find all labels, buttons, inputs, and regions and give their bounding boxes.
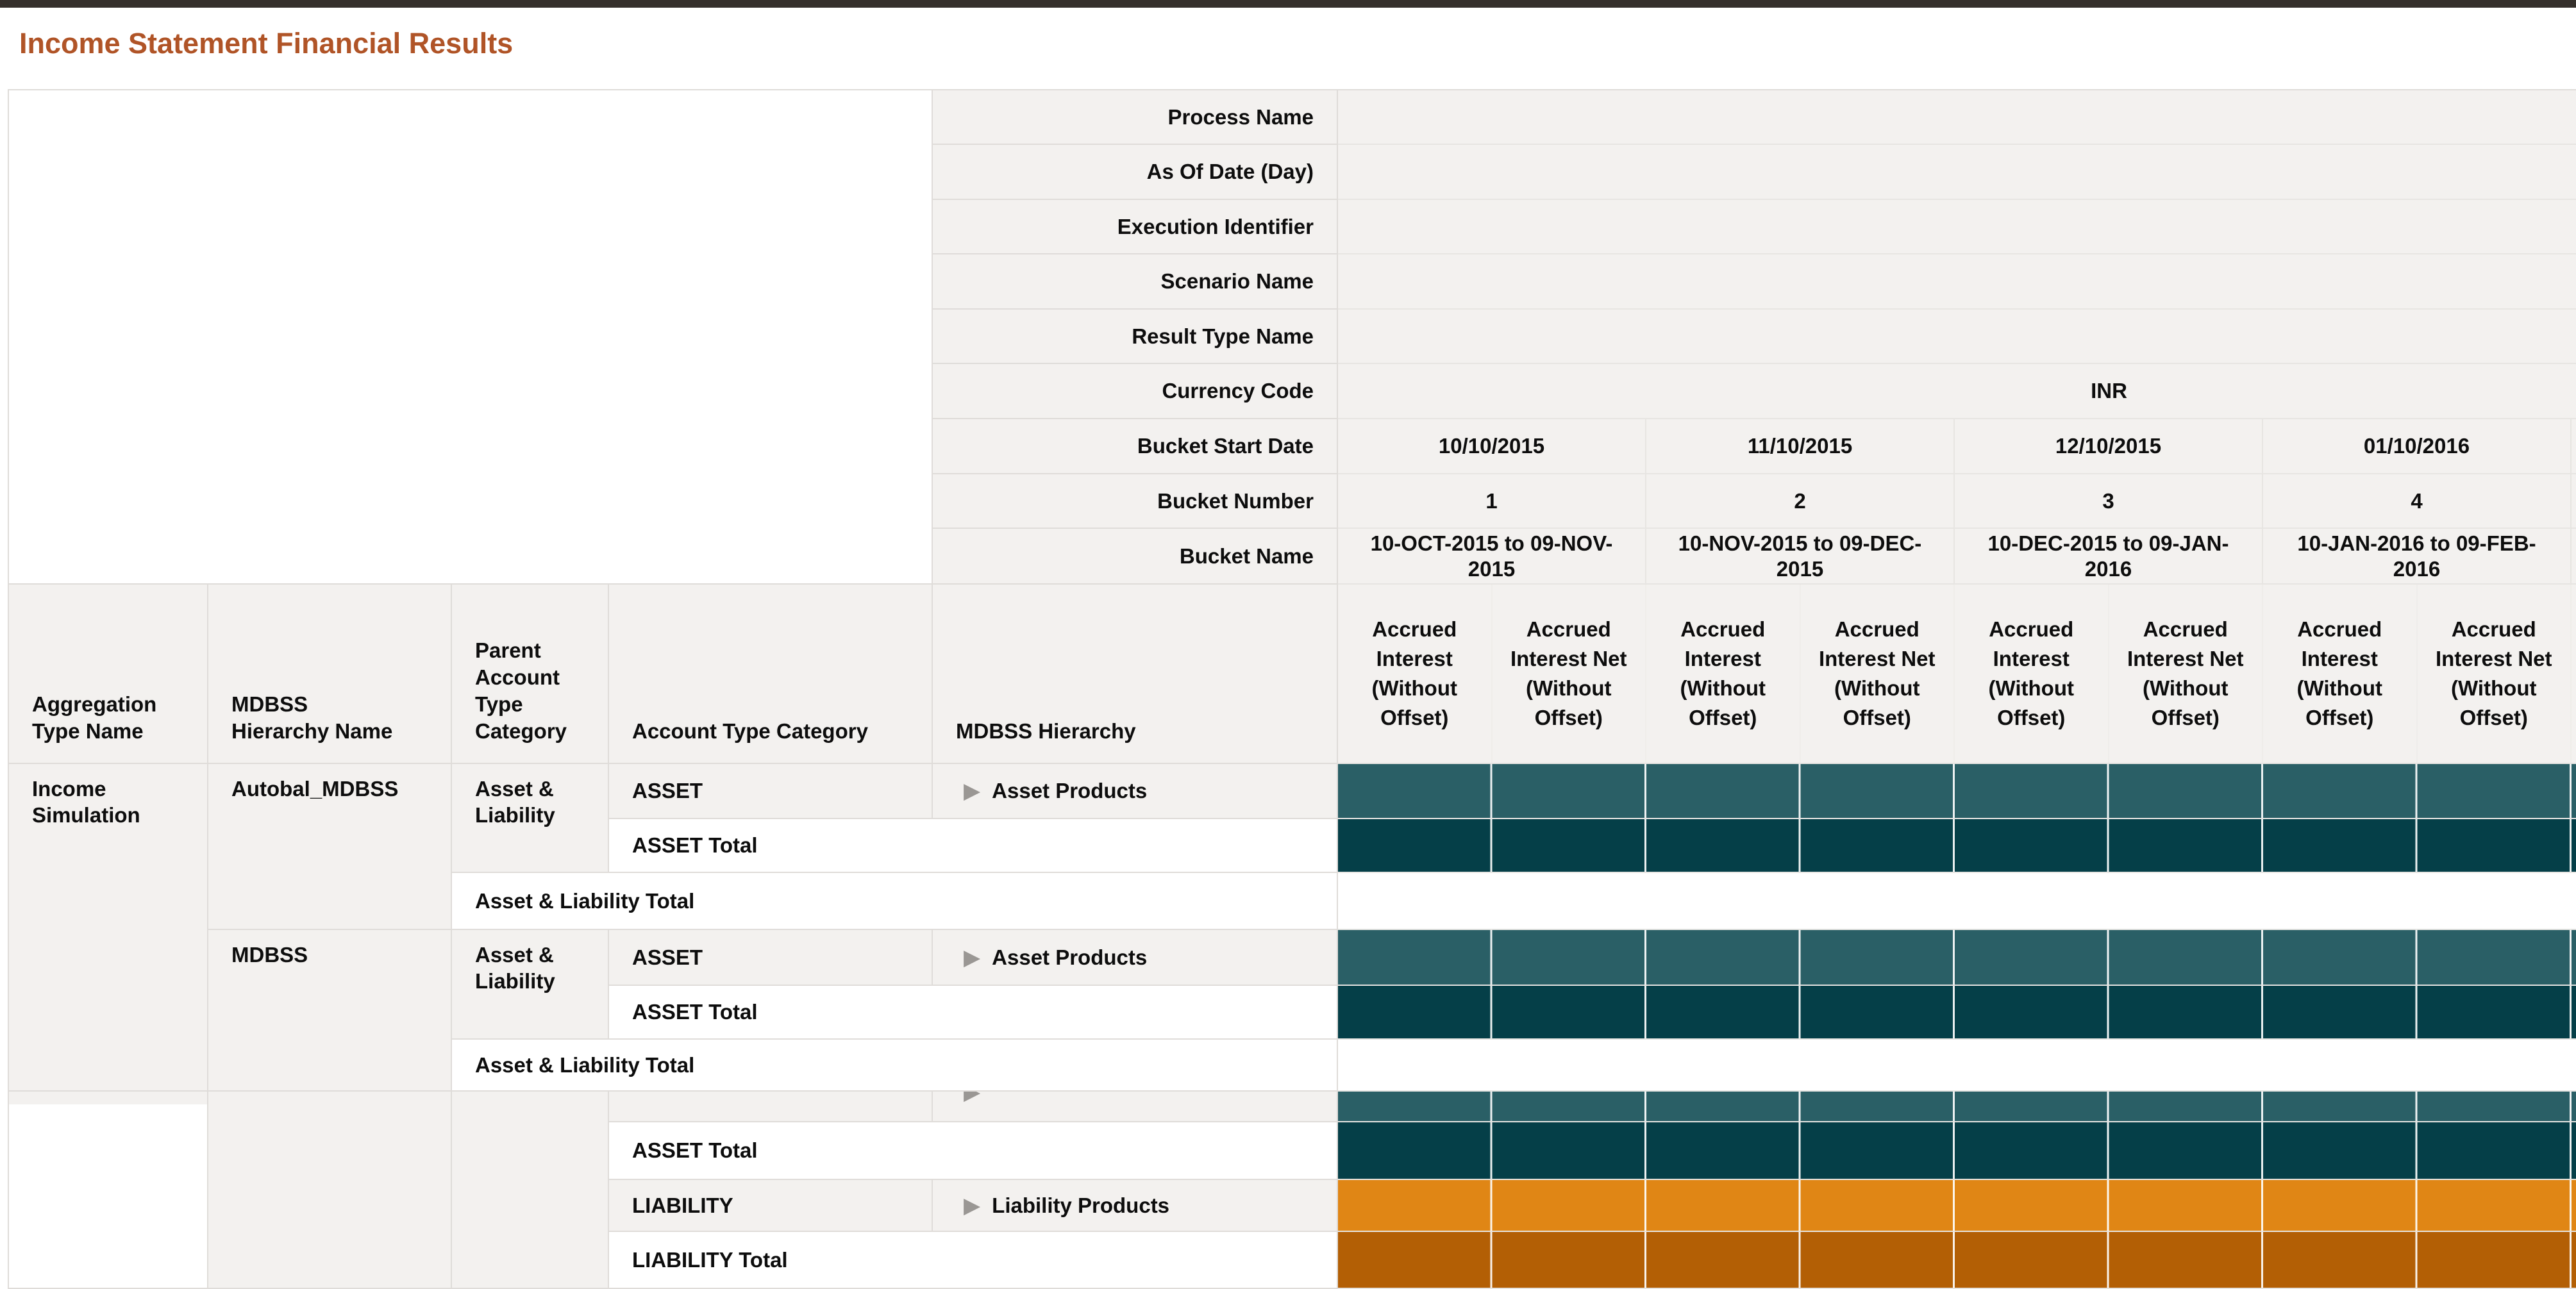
- value-process-name: [1338, 90, 2576, 145]
- cell-asset-total-1: ASSET Total: [609, 819, 1338, 873]
- bucket-start-date-row: 10/10/2015 11/10/2015 12/10/2015 01/10/2…: [1338, 419, 2576, 474]
- hierarchy-link-label: Asset Products: [992, 779, 1148, 803]
- measure-header-9-clipped: [2572, 585, 2576, 763]
- cell-hierarchy-asset-products-2: ▶ Asset Products: [933, 930, 1338, 986]
- cell-hierarchy-asset-products: ▶ Asset Products: [933, 764, 1338, 819]
- cell-aggregation-type: Income Simulation: [9, 764, 208, 1092]
- currency-code-value: INR: [2091, 379, 2127, 403]
- measure-header-5: Accrued Interest (Without Offset): [1955, 585, 2109, 763]
- label-bucket-number: Bucket Number: [933, 474, 1338, 529]
- label-execution-identifier: Execution Identifier: [933, 200, 1338, 254]
- bucket-start-date-2: 11/10/2015: [1646, 419, 1955, 473]
- bucket-name-2: 10-NOV-2015 to 09-DEC-2015: [1646, 529, 1955, 583]
- report-title: Income Statement Financial Results: [19, 27, 514, 60]
- bucket-start-date-5-clipped: [2572, 419, 2576, 473]
- values-asset-liability-total-row-1: [1338, 873, 2576, 930]
- cell-asset-total-2: ASSET Total: [609, 986, 1338, 1040]
- measure-header-6: Accrued Interest Net (Without Offset): [2109, 585, 2263, 763]
- cell-asset-liability-total-2: Asset & Liability Total: [452, 1040, 1338, 1092]
- col-header-account-type-category: Account Type Category: [609, 585, 933, 764]
- window-top-bar: [0, 0, 2576, 8]
- bucket-number-row: 1 2 3 4: [1338, 474, 2576, 529]
- label-result-type-name: Result Type Name: [933, 310, 1338, 364]
- value-currency-code: INR: [1338, 364, 2576, 419]
- expand-arrow-icon[interactable]: ▶: [964, 945, 981, 970]
- value-as-of-date: [1338, 145, 2576, 200]
- bucket-name-3: 10-DEC-2015 to 09-JAN-2016: [1955, 529, 2263, 583]
- expand-arrow-icon[interactable]: ▶: [964, 1092, 981, 1104]
- hierarchy-link-label: Liability Products: [992, 1193, 1170, 1217]
- label-bucket-name: Bucket Name: [933, 529, 1338, 585]
- bottom-pane-clipped-hierarchy-cell: ▶: [933, 1092, 1338, 1122]
- cell-parent-category-autobal: Asset & Liability: [452, 764, 609, 873]
- label-process-name: Process Name: [933, 90, 1338, 145]
- values-liability-total-row: [1338, 1232, 2576, 1289]
- cell-liability-total: LIABILITY Total: [609, 1232, 1338, 1289]
- label-currency-code: Currency Code: [933, 364, 1338, 419]
- values-asset-liability-total-row-2: [1338, 1040, 2576, 1092]
- col-header-mdbss-hierarchy: MDBSS Hierarchy: [933, 585, 1338, 764]
- measure-header-2: Accrued Interest Net (Without Offset): [1492, 585, 1646, 763]
- value-result-type-name: [1338, 310, 2576, 364]
- cell-hierarchy-liability-products: ▶ Liability Products: [933, 1180, 1338, 1232]
- summary-empty-panel: [9, 90, 933, 585]
- cell-asset-liability-total-1: Asset & Liability Total: [452, 873, 1338, 930]
- cell-account-type-asset: ASSET: [609, 764, 933, 819]
- label-bucket-start-date: Bucket Start Date: [933, 419, 1338, 474]
- values-asset-total-row-1: [1338, 819, 2576, 873]
- measure-header-row: Accrued Interest (Without Offset) Accrue…: [1338, 585, 2576, 764]
- values-asset-row-2: [1338, 930, 2576, 986]
- expand-arrow-icon[interactable]: ▶: [964, 1193, 981, 1218]
- bucket-number-3: 3: [1955, 474, 2263, 528]
- values-asset-row-1: [1338, 764, 2576, 819]
- bottom-pane-aggregation-col: [9, 1092, 208, 1289]
- bucket-number-5-clipped: [2572, 474, 2576, 528]
- col-header-parent-account-type-category: Parent Account Type Category: [452, 585, 609, 764]
- results-pivot-grid: Process Name As Of Date (Day) Execution …: [8, 89, 2576, 1289]
- bottom-pane-clipped-account-cell: [609, 1092, 933, 1122]
- expand-arrow-icon[interactable]: ▶: [964, 779, 981, 803]
- bucket-start-date-3: 12/10/2015: [1955, 419, 2263, 473]
- bucket-start-date-1: 10/10/2015: [1338, 419, 1646, 473]
- measure-header-8: Accrued Interest Net (Without Offset): [2417, 585, 2572, 763]
- value-execution-identifier: [1338, 200, 2576, 254]
- cell-bottom-asset-total: ASSET Total: [609, 1122, 1338, 1180]
- values-liability-row: [1338, 1180, 2576, 1232]
- bottom-pane-parent-category-col: [452, 1092, 609, 1289]
- measure-header-3: Accrued Interest (Without Offset): [1646, 585, 1801, 763]
- bucket-name-4: 10-JAN-2016 to 09-FEB-2016: [2263, 529, 2572, 583]
- measure-header-4: Accrued Interest Net (Without Offset): [1800, 585, 1955, 763]
- bucket-name-5-clipped: [2572, 529, 2576, 583]
- values-clipped-asset-row: [1338, 1092, 2576, 1122]
- bucket-name-row: 10-OCT-2015 to 09-NOV-2015 10-NOV-2015 t…: [1338, 529, 2576, 585]
- values-bottom-asset-total-row: [1338, 1122, 2576, 1180]
- value-scenario-name: [1338, 254, 2576, 310]
- cell-account-type-liability: LIABILITY: [609, 1180, 933, 1232]
- label-as-of-date: As Of Date (Day): [933, 145, 1338, 200]
- measure-header-1: Accrued Interest (Without Offset): [1338, 585, 1493, 763]
- cell-parent-category-mdbss: Asset & Liability: [452, 930, 609, 1040]
- cell-hierarchy-name-autobal: Autobal_MDBSS: [208, 764, 452, 930]
- bucket-start-date-4: 01/10/2016: [2263, 419, 2572, 473]
- bucket-number-4: 4: [2263, 474, 2572, 528]
- cell-account-type-asset-2: ASSET: [609, 930, 933, 986]
- bucket-number-1: 1: [1338, 474, 1646, 528]
- bucket-name-1: 10-OCT-2015 to 09-NOV-2015: [1338, 529, 1646, 583]
- bucket-number-2: 2: [1646, 474, 1955, 528]
- col-header-mdbss-hierarchy-name: MDBSS Hierarchy Name: [208, 585, 452, 764]
- col-header-aggregation-type: Aggregation Type Name: [9, 585, 208, 764]
- bottom-pane-hierarchy-name-col: [208, 1092, 452, 1289]
- hierarchy-link-label: Asset Products: [992, 945, 1148, 969]
- values-asset-total-row-2: [1338, 986, 2576, 1040]
- measure-header-7: Accrued Interest (Without Offset): [2263, 585, 2418, 763]
- label-scenario-name: Scenario Name: [933, 254, 1338, 310]
- cell-hierarchy-name-mdbss: MDBSS: [208, 930, 452, 1092]
